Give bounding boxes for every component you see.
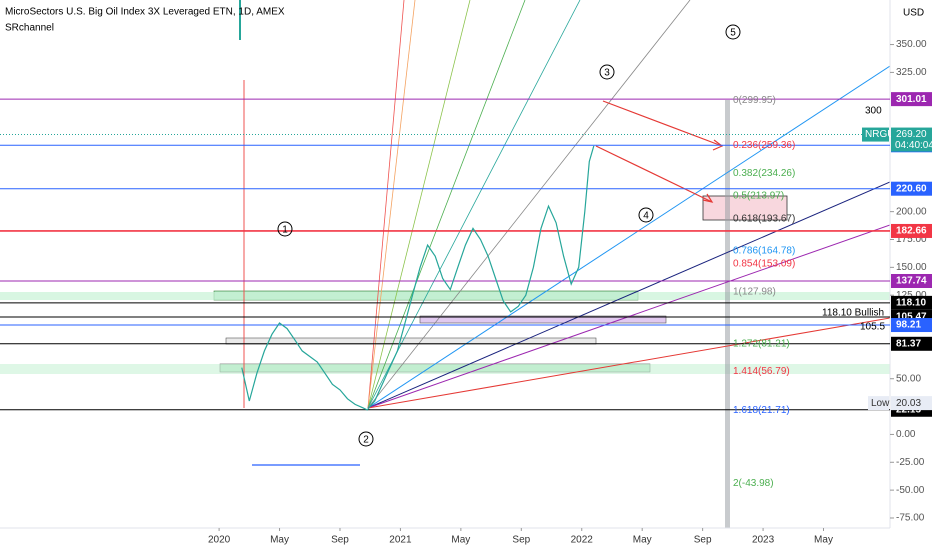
countdown: 04:40:04 xyxy=(895,140,932,151)
fib-label: 0.786(164.78) xyxy=(733,246,795,257)
fan-line xyxy=(367,0,526,409)
target-box xyxy=(702,195,788,221)
x-tick-label: 2022 xyxy=(571,535,594,546)
fib-label: 1(127.98) xyxy=(733,287,776,298)
x-tick-label: May xyxy=(633,535,652,546)
y-tick-label: 350.00 xyxy=(896,39,927,50)
low-value-badge xyxy=(891,396,932,411)
fan-line xyxy=(367,0,691,409)
y-tick-label: 125.00 xyxy=(896,290,927,301)
level-badge xyxy=(891,181,932,196)
x-tick-label: Sep xyxy=(694,535,712,546)
fib-bar xyxy=(725,100,730,528)
x-tick-label: 2023 xyxy=(752,535,775,546)
y-tick-label: -50.00 xyxy=(896,485,925,496)
level-badge xyxy=(891,273,932,288)
arrow xyxy=(595,145,713,203)
x-tick-label: 2021 xyxy=(389,535,412,546)
arrow xyxy=(602,100,723,147)
level-badge xyxy=(891,223,932,238)
fan-line xyxy=(367,0,405,409)
level-label: 301.01 xyxy=(896,94,927,105)
fib-label: 2(-43.98) xyxy=(733,478,774,489)
fib-label: 0.236(259.36) xyxy=(733,140,795,151)
annotation: 3 xyxy=(604,68,610,79)
fib-label: 0.854(153.09) xyxy=(733,259,795,270)
fan-line xyxy=(367,0,416,409)
annotation-circle xyxy=(358,431,374,447)
y-tick-label: 175.00 xyxy=(896,234,927,245)
fan-line xyxy=(367,0,471,409)
series-badge-label: NRGU xyxy=(865,129,894,140)
annotation: 4 xyxy=(643,211,649,222)
level-label: 137.74 xyxy=(896,276,927,287)
level-label: 98.21 xyxy=(896,320,921,331)
level-label: 182.66 xyxy=(896,226,927,237)
chart-title: MicroSectors U.S. Big Oil Index 3X Lever… xyxy=(5,7,285,18)
annotation: 300 xyxy=(865,106,882,117)
series-badge xyxy=(862,127,889,142)
zone xyxy=(0,364,890,374)
y-tick-label: 0.00 xyxy=(896,429,916,440)
low-text: Low xyxy=(871,398,890,409)
drawings xyxy=(0,0,891,529)
arrow-head xyxy=(702,193,714,203)
fib-label: 1.414(56.79) xyxy=(733,366,790,377)
zone xyxy=(419,315,667,324)
annotation-circle xyxy=(599,64,615,80)
fib-label: 0(299.95) xyxy=(733,95,776,106)
level-label: 220.60 xyxy=(896,183,927,194)
annotation: 2 xyxy=(363,435,369,446)
fan-line xyxy=(367,65,891,409)
annotation-circle xyxy=(277,221,293,237)
annotation: 105.5 xyxy=(860,322,885,333)
x-tick-label: Sep xyxy=(331,535,349,546)
fib-label: 0.5(213.97) xyxy=(733,191,784,202)
y-tick-label: 200.00 xyxy=(896,206,927,217)
annotation-circle xyxy=(638,207,654,223)
level-label: 81.37 xyxy=(896,338,921,349)
annotation: 118.10 Bullish xyxy=(822,308,884,319)
y-tick-label: -75.00 xyxy=(896,513,925,524)
fib-label: 0.382(234.26) xyxy=(733,168,795,179)
zone xyxy=(0,292,890,300)
last-price-badge xyxy=(891,127,932,152)
arrow-head xyxy=(712,139,724,151)
fan-line xyxy=(367,317,891,409)
fib-label: 0.618(193.67) xyxy=(733,213,795,224)
x-tick-label: May xyxy=(814,535,833,546)
annotation-circle xyxy=(725,24,741,40)
y-tick-label: -25.00 xyxy=(896,457,925,468)
level-badge xyxy=(891,295,932,310)
fib-label: 1.618(21.71) xyxy=(733,405,790,416)
low-label: 20.03 xyxy=(896,398,921,409)
level-label: 105.47 xyxy=(896,312,927,323)
annotation: 5 xyxy=(730,28,736,39)
currency: USD xyxy=(903,8,924,19)
level-label: 118.10 xyxy=(896,298,926,309)
fan-line xyxy=(367,181,891,409)
fan-line xyxy=(367,0,581,409)
y-tick-label: 50.00 xyxy=(896,373,921,384)
x-tick-label: 2020 xyxy=(208,535,231,546)
y-tick-label: 325.00 xyxy=(896,67,927,78)
price-line xyxy=(241,145,595,411)
level-badge xyxy=(891,336,932,351)
x-tick-label: May xyxy=(451,535,470,546)
last-price-label: 269.20 xyxy=(896,129,927,140)
low-badge xyxy=(868,396,889,411)
annotation: 1 xyxy=(282,225,288,236)
x-tick-label: May xyxy=(270,535,289,546)
indicator-name: SRchannel xyxy=(5,23,54,34)
zone xyxy=(225,337,597,345)
level-badge xyxy=(891,318,932,333)
y-tick-label: 150.00 xyxy=(896,262,927,273)
fib-label: 1.272(81.21) xyxy=(733,339,790,350)
level-badge xyxy=(891,92,932,107)
x-tick-label: Sep xyxy=(512,535,530,546)
